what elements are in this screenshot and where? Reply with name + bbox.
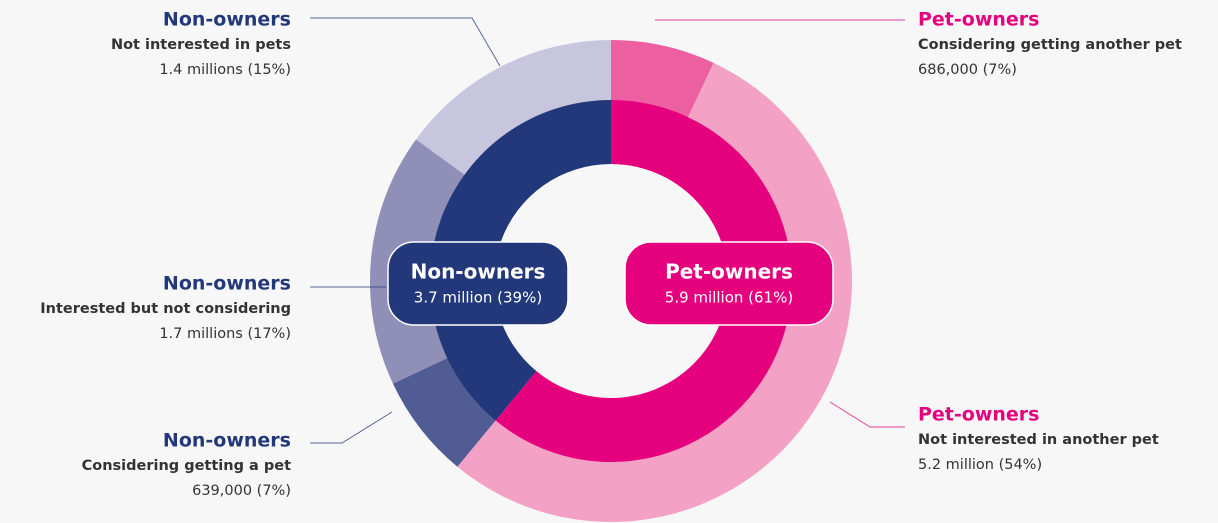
inner-segment — [495, 100, 792, 462]
outer-segment — [416, 40, 611, 176]
inner-label-title: Non-owners — [411, 260, 546, 284]
inner-segment — [430, 100, 611, 421]
inner-label-box — [624, 241, 834, 326]
outer-label-title: Non-owners — [163, 430, 291, 452]
leader-line — [310, 411, 393, 444]
outer-label-title: Non-owners — [163, 273, 291, 295]
inner-label-value: 5.9 million (61%) — [665, 289, 793, 307]
outer-label-title: Pet-owners — [918, 9, 1039, 31]
inner-label-title: Pet-owners — [665, 260, 793, 284]
outer-label-description: Not interested in pets — [111, 37, 291, 53]
inner-label-value: 3.7 million (39%) — [414, 289, 542, 307]
outer-label-title: Non-owners — [163, 9, 291, 31]
outer-label-value: 5.2 million (54%) — [918, 457, 1042, 473]
outer-label-value: 639,000 (7%) — [192, 483, 291, 499]
outer-label-value: 1.7 millions (17%) — [159, 326, 291, 342]
outer-label-description: Considering getting a pet — [82, 458, 291, 474]
leader-line — [829, 401, 905, 428]
outer-label-description: Interested but not considering — [40, 301, 291, 317]
leader-line — [310, 17, 501, 67]
outer-segment — [611, 40, 714, 119]
inner-label-box — [387, 241, 569, 326]
outer-segment — [392, 357, 497, 467]
outer-label-value: 686,000 (7%) — [918, 62, 1017, 78]
outer-label-description: Not interested in another pet — [918, 432, 1159, 448]
outer-label-description: Considering getting another pet — [918, 37, 1182, 53]
outer-label-value: 1.4 millions (15%) — [159, 62, 291, 78]
outer-label-title: Pet-owners — [918, 404, 1039, 426]
outer-segment — [457, 62, 852, 522]
